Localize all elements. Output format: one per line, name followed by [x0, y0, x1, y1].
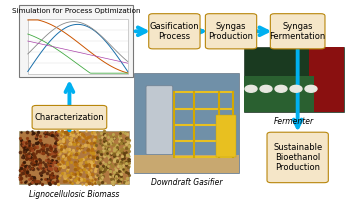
Circle shape: [305, 85, 317, 92]
FancyBboxPatch shape: [270, 14, 325, 49]
Text: Gasification
Process: Gasification Process: [149, 22, 199, 41]
FancyBboxPatch shape: [216, 115, 236, 157]
FancyBboxPatch shape: [20, 5, 133, 77]
Text: Simulation for Process Optimization: Simulation for Process Optimization: [12, 8, 140, 14]
Text: Characterization: Characterization: [35, 113, 104, 122]
Text: Fermenter: Fermenter: [274, 117, 314, 126]
Circle shape: [275, 85, 287, 92]
FancyBboxPatch shape: [205, 14, 257, 49]
Circle shape: [245, 85, 257, 92]
Text: Lignocellulosic Biomass: Lignocellulosic Biomass: [29, 190, 120, 199]
Text: Sustainable
Bioethanol
Production: Sustainable Bioethanol Production: [273, 143, 322, 172]
Text: Syngas
Fermentation: Syngas Fermentation: [270, 22, 326, 41]
FancyBboxPatch shape: [244, 47, 344, 112]
FancyBboxPatch shape: [134, 155, 239, 173]
Text: Syngas
Production: Syngas Production: [209, 22, 253, 41]
FancyBboxPatch shape: [20, 131, 130, 184]
FancyBboxPatch shape: [32, 105, 107, 129]
FancyBboxPatch shape: [244, 76, 314, 112]
FancyBboxPatch shape: [309, 47, 344, 112]
FancyBboxPatch shape: [134, 73, 239, 173]
Circle shape: [260, 85, 272, 92]
FancyBboxPatch shape: [28, 19, 128, 74]
FancyBboxPatch shape: [267, 132, 328, 183]
FancyBboxPatch shape: [146, 86, 173, 155]
FancyBboxPatch shape: [149, 14, 200, 49]
Text: Downdraft Gasifier: Downdraft Gasifier: [151, 178, 223, 187]
Circle shape: [290, 85, 302, 92]
